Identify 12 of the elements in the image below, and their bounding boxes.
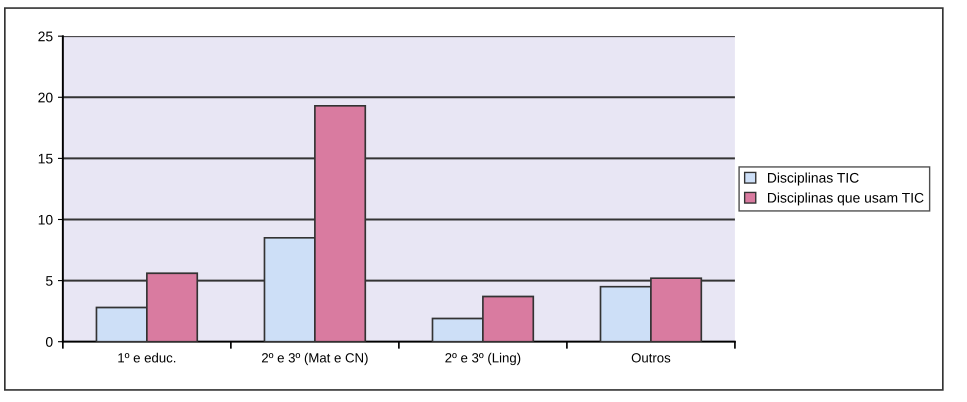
- legend-label: Disciplinas TIC: [768, 172, 859, 186]
- y-tick-label: 10: [38, 214, 53, 225]
- x-tick-label: Outros: [632, 353, 670, 363]
- y-tick-label: 15: [38, 154, 53, 164]
- y-tick-label: 20: [38, 92, 53, 102]
- y-tick-label: 25: [38, 32, 53, 42]
- y-tick-label: 5: [46, 276, 53, 286]
- x-tick-label: 2º e 3º (Mat e CN): [262, 352, 368, 366]
- y-tick-label: 0: [46, 337, 53, 347]
- x-tick-label: 2º e 3º (Ling): [445, 352, 520, 366]
- x-tick-label: 1º e educ.: [118, 352, 176, 363]
- legend-label: Disciplinas que usam TIC: [768, 192, 924, 206]
